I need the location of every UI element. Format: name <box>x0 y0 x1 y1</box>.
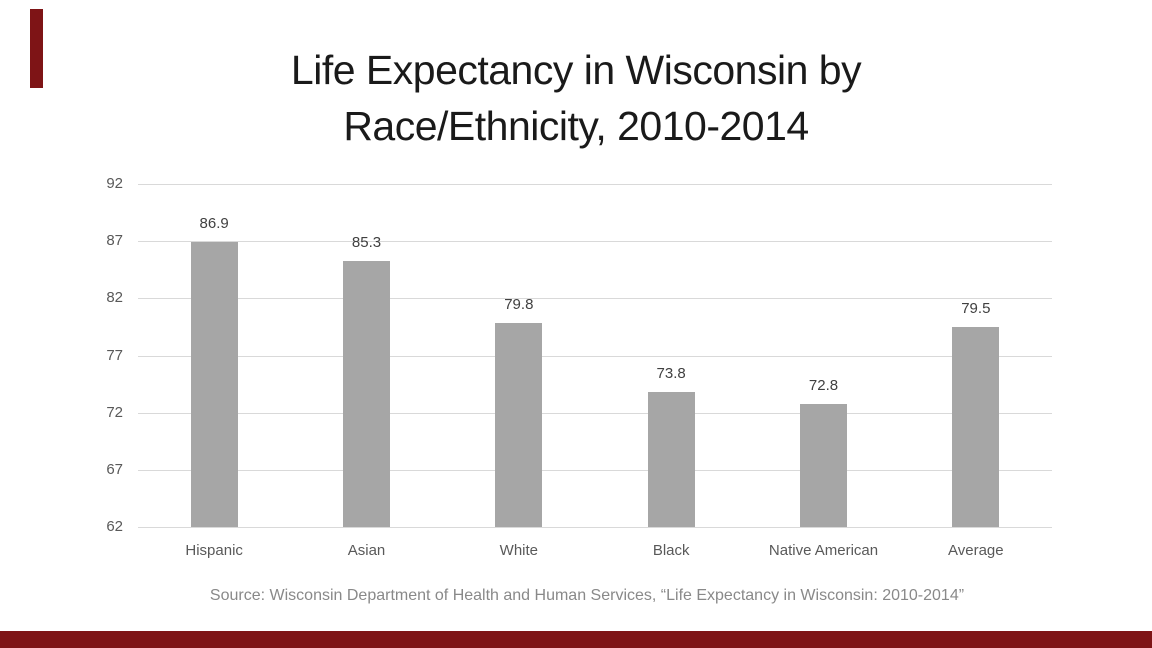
category-label: Average <box>948 542 1004 559</box>
bar-value-label: 72.8 <box>808 376 839 394</box>
gridline <box>138 355 1052 357</box>
category-label: Hispanic <box>185 542 243 559</box>
category-label: Black <box>652 542 690 559</box>
y-axis-tick-label: 62 <box>106 518 123 535</box>
slide-accent-bar-left <box>30 9 43 88</box>
bar-white <box>495 323 543 527</box>
gridline <box>138 469 1052 471</box>
bar-black <box>647 392 695 527</box>
gridline <box>138 412 1052 414</box>
bar-value-label: 79.8 <box>504 296 534 314</box>
bar-value-label: 73.8 <box>656 365 686 383</box>
source-note: Source: Wisconsin Department of Health a… <box>209 587 965 604</box>
y-axis-tick-label: 82 <box>106 289 123 307</box>
bar-average <box>952 326 1000 527</box>
bar-value-label: 85.3 <box>351 233 382 251</box>
chart-title: Life Expectancy in Wisconsin by Race/Eth… <box>0 42 1152 154</box>
category-label: Native American <box>768 542 879 559</box>
bar-hispanic <box>190 242 238 527</box>
gridline <box>138 298 1052 300</box>
bar-value-label: 86.9 <box>199 215 229 233</box>
bar-asian <box>343 260 390 527</box>
y-axis-tick-label: 67 <box>106 460 123 478</box>
gridline <box>138 527 1052 528</box>
slide-accent-bar-bottom <box>0 631 1152 648</box>
category-label: Asian <box>347 542 386 559</box>
y-axis-tick-label: 87 <box>106 232 123 250</box>
y-axis-tick-label: 92 <box>106 175 123 192</box>
chart-title-line1: Life Expectancy in Wisconsin by <box>290 47 862 93</box>
category-label: White <box>499 542 538 559</box>
chart-title-line2: Race/Ethnicity, 2010-2014 <box>343 103 809 149</box>
y-axis-tick-label: 72 <box>106 403 123 421</box>
y-axis-tick-label: 77 <box>106 346 123 364</box>
bar-native-american <box>800 403 847 527</box>
gridline <box>138 241 1052 243</box>
bar-value-label: 79.5 <box>961 299 991 317</box>
gridline <box>138 184 1052 185</box>
